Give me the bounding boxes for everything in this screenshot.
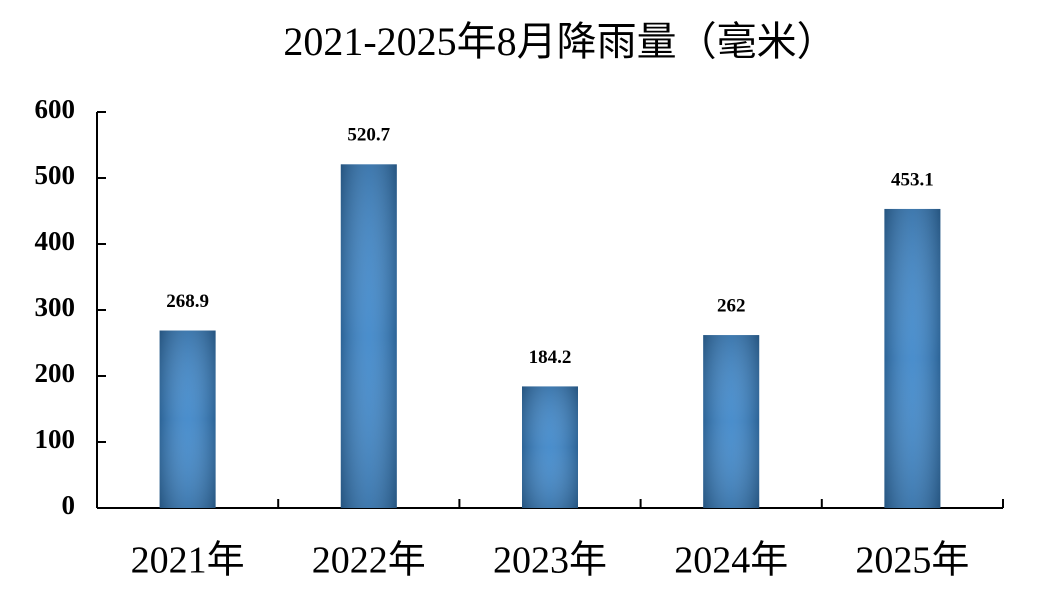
y-tick-label: 0 (62, 490, 76, 520)
value-label: 262 (717, 295, 746, 316)
bar-shade (522, 386, 578, 508)
x-tick-label: 2024年 (674, 540, 788, 582)
y-tick-label: 400 (35, 226, 76, 256)
x-tick-label: 2023年 (493, 540, 607, 582)
y-tick-label: 500 (35, 160, 76, 190)
bar-shade (703, 335, 760, 508)
y-tick-label: 600 (35, 94, 76, 124)
bar-shade (884, 208, 941, 509)
x-tick-label: 2022年 (312, 540, 426, 582)
x-tick-label: 2025年 (855, 540, 969, 582)
x-tick-label: 2021年 (131, 540, 245, 582)
value-label: 184.2 (529, 347, 572, 368)
y-tick-label: 200 (35, 358, 76, 388)
value-label: 520.7 (347, 125, 390, 146)
value-label: 268.9 (166, 291, 209, 312)
y-tick-label: 300 (35, 292, 76, 322)
bar-shade (159, 330, 216, 508)
chart-title: 2021-2025年8月降雨量（毫米） (283, 19, 836, 64)
value-label: 453.1 (891, 169, 934, 190)
bar-shade (340, 164, 397, 508)
y-tick-label: 100 (35, 424, 76, 454)
